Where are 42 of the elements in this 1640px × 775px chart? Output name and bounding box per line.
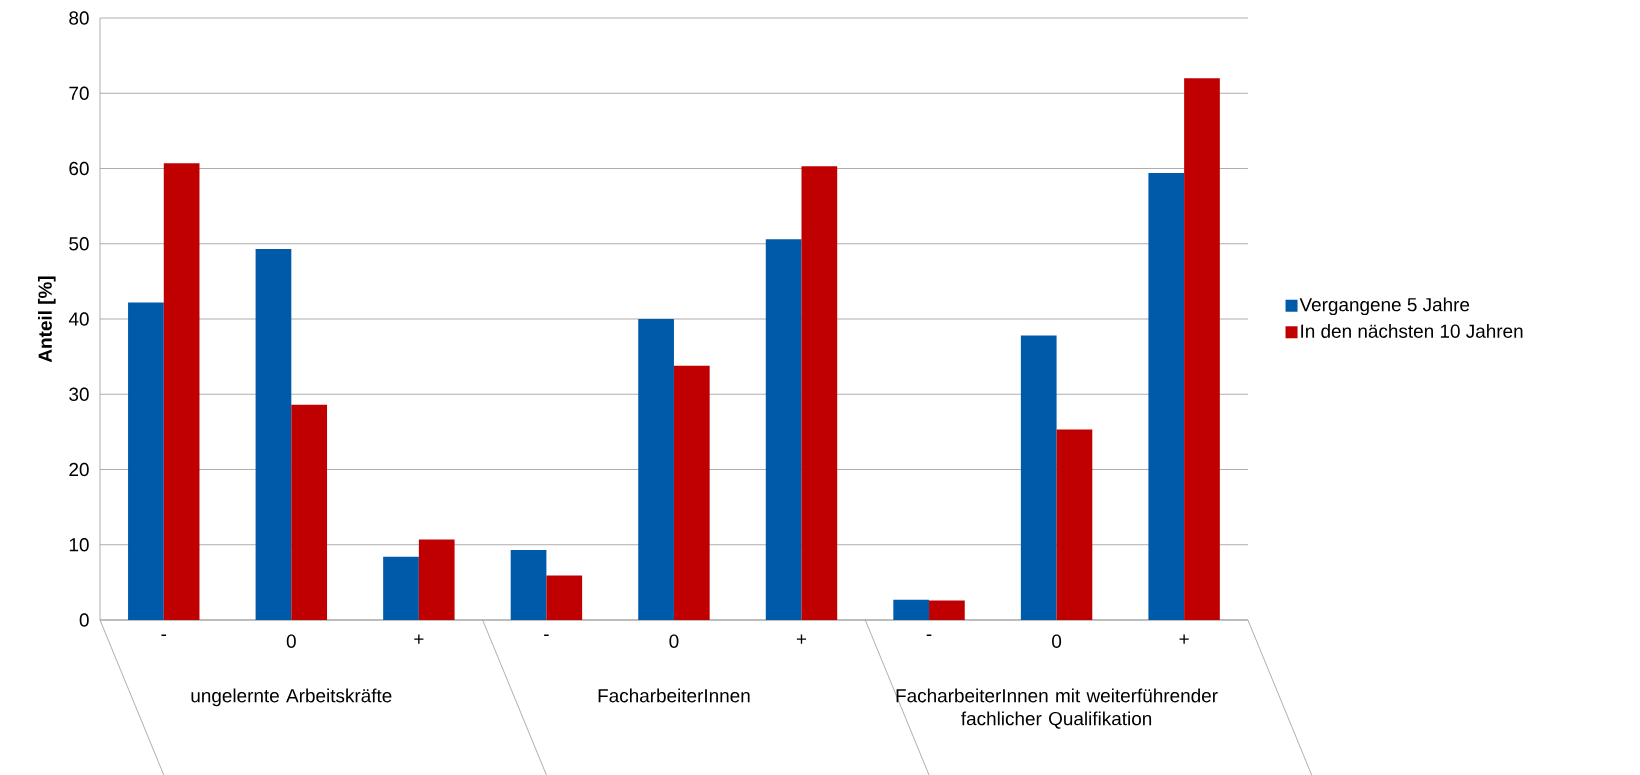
bar — [383, 556, 419, 620]
bar — [128, 302, 164, 620]
y-tick-label: 0 — [79, 613, 89, 627]
x-tick-label: - — [926, 634, 932, 636]
bar — [418, 539, 455, 620]
x-tick-label: + — [414, 634, 424, 644]
y-tick-label: 80 — [69, 11, 89, 25]
y-tick-label: 60 — [69, 161, 89, 176]
bar — [255, 249, 292, 620]
y-tick-label: 20 — [69, 462, 89, 477]
bar — [1020, 335, 1057, 620]
x-tick-label: 0 — [1052, 634, 1062, 648]
text: ungelernte Arbeitskräfte — [191, 688, 392, 707]
x-tick-label: - — [161, 634, 167, 636]
legend-label: Vergangene 5 Jahre — [1299, 297, 1470, 316]
bar — [1184, 78, 1220, 620]
y-tick-label: 70 — [69, 86, 89, 100]
y-tick-label: 40 — [68, 312, 89, 326]
bar — [546, 575, 583, 620]
bar — [163, 163, 200, 620]
text: FacharbeiterInnen — [598, 688, 750, 703]
y-tick-label: 50 — [69, 237, 89, 251]
bar — [801, 166, 838, 620]
bar — [638, 319, 674, 620]
x-tick-label: 0 — [286, 634, 296, 648]
bar — [1148, 173, 1185, 620]
bar — [673, 365, 710, 620]
bar — [510, 550, 547, 620]
y-tick-label: 30 — [69, 387, 89, 401]
y-tick-label: 10 — [69, 538, 89, 552]
legend-label: In den nächsten 10 Jahren — [1301, 323, 1523, 338]
bar — [1056, 429, 1093, 620]
x-tick-label: + — [796, 634, 807, 644]
y-axis-title: Anteil [%] — [37, 276, 56, 363]
x-tick-label: + — [1179, 634, 1189, 644]
x-tick-label: - — [544, 634, 549, 636]
text: FacharbeiterInnen mit weiterführender fachlicher Qualifikation — [896, 688, 1218, 729]
bar — [291, 404, 328, 620]
x-tick-label: 0 — [669, 634, 679, 648]
bar — [929, 600, 965, 620]
bar — [765, 239, 802, 620]
bar — [893, 599, 930, 620]
